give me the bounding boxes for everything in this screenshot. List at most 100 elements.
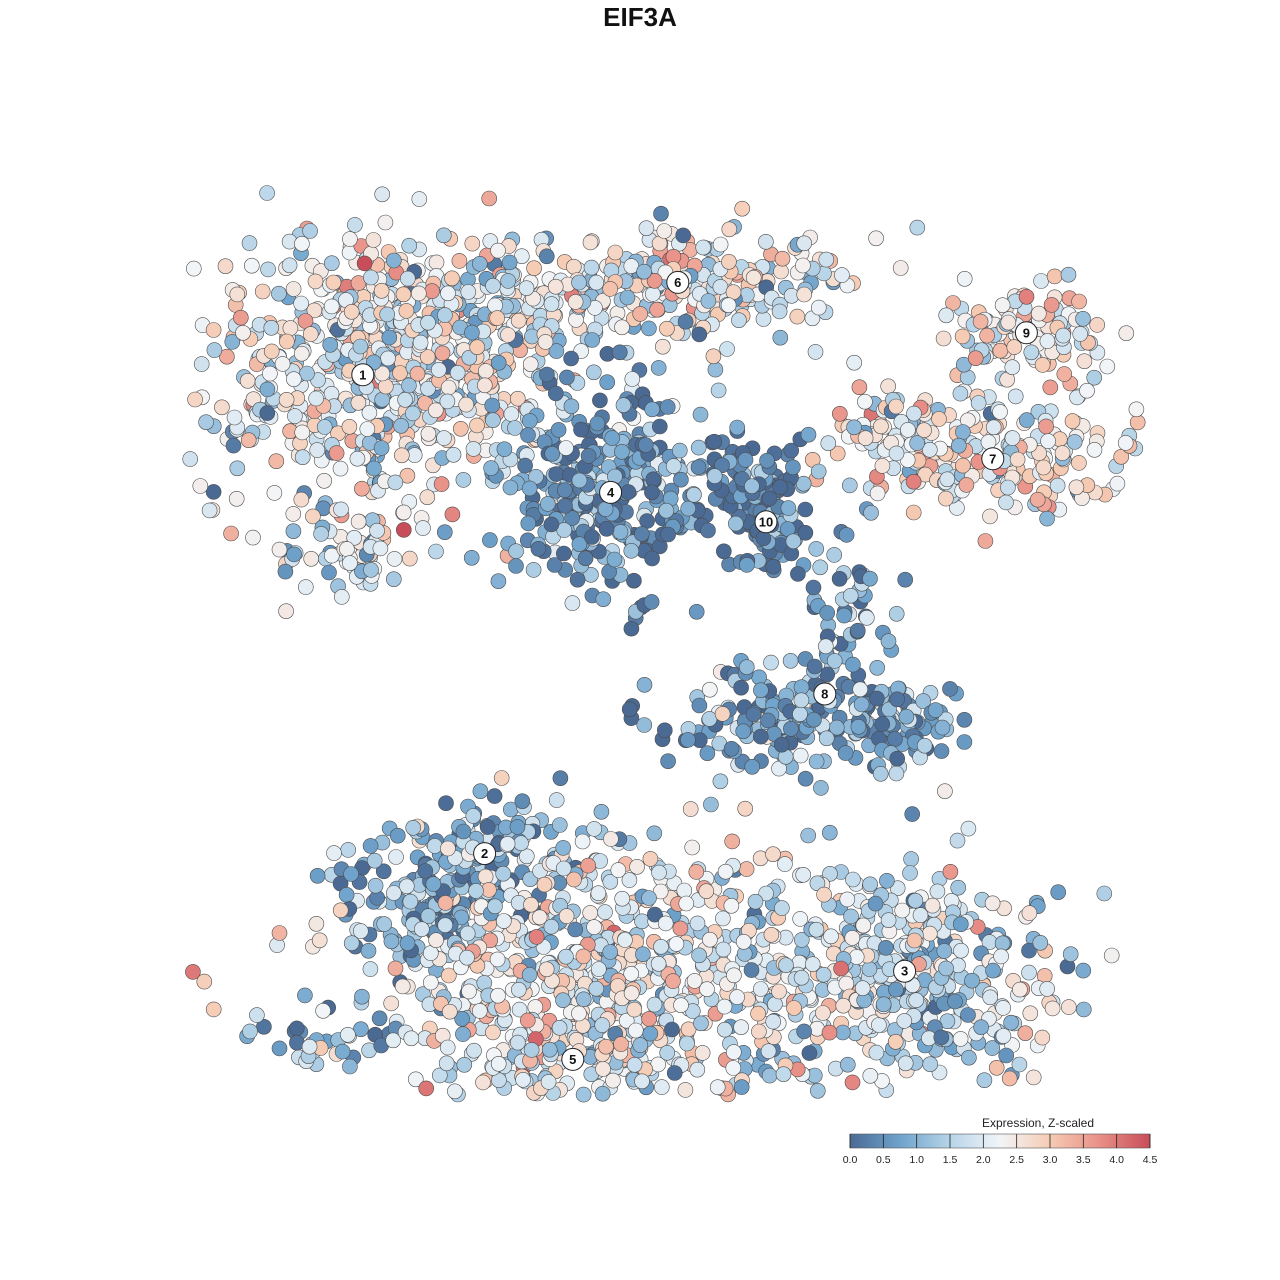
cell-point — [575, 1086, 592, 1103]
cell-point — [434, 345, 451, 362]
cell-point — [1072, 326, 1088, 342]
cell-point — [888, 398, 904, 415]
cell-point — [254, 283, 271, 300]
cell-point — [796, 235, 813, 252]
cell-point — [559, 369, 575, 386]
cell-point — [810, 299, 827, 316]
cluster-label: 2 — [481, 846, 488, 861]
cell-point — [654, 338, 671, 355]
cell-point — [738, 659, 755, 676]
cell-point — [887, 1034, 904, 1050]
cell-point — [469, 417, 485, 434]
colorbar-tick-label: 3.0 — [1043, 1154, 1058, 1166]
cell-point — [483, 460, 499, 476]
cell-point — [440, 285, 456, 302]
cell-point — [233, 309, 249, 326]
cell-point — [196, 973, 213, 990]
cell-point — [939, 1013, 956, 1030]
cell-point — [797, 770, 814, 787]
cell-point — [569, 571, 586, 588]
cell-point — [785, 533, 802, 550]
cell-point — [955, 457, 971, 474]
cell-point — [477, 868, 494, 885]
cell-point — [495, 913, 512, 929]
cell-point — [632, 306, 649, 322]
cell-point — [500, 273, 516, 289]
cell-point — [201, 502, 218, 519]
cell-point — [880, 378, 897, 395]
cell-point — [415, 520, 431, 536]
cell-point — [1071, 455, 1087, 471]
cluster-label: 3 — [901, 964, 908, 979]
cell-point — [383, 995, 400, 1012]
cell-point — [680, 732, 696, 748]
cell-point — [790, 566, 806, 582]
cell-point — [836, 607, 852, 624]
cell-point — [585, 364, 602, 381]
cell-point — [723, 897, 740, 914]
cell-point — [634, 1073, 650, 1090]
cell-point — [691, 947, 707, 964]
cell-point — [546, 557, 563, 573]
cell-point — [543, 516, 560, 533]
cluster-labels: 1 2 3 4 5 6 7 8 9 10 — [351, 270, 1038, 1071]
cell-point — [1099, 358, 1116, 375]
cell-point — [867, 895, 884, 912]
cell-point — [225, 437, 242, 454]
cell-point — [205, 1001, 222, 1018]
cell-point — [420, 314, 436, 331]
cell-point — [510, 312, 527, 329]
cell-point — [808, 541, 825, 557]
cell-point — [857, 430, 874, 447]
cell-point — [555, 992, 571, 1009]
cell-point — [763, 654, 779, 671]
cell-point — [1044, 1000, 1061, 1017]
cell-point — [689, 1061, 706, 1078]
cell-point — [294, 449, 311, 466]
cell-point — [979, 327, 995, 344]
cell-point — [958, 477, 975, 493]
cell-point — [715, 941, 732, 958]
cell-point — [950, 879, 967, 896]
cell-point — [485, 412, 501, 429]
cell-point — [1022, 1005, 1039, 1022]
cell-point — [347, 217, 363, 233]
cell-point — [777, 856, 793, 872]
cell-point — [366, 852, 383, 869]
cell-point — [428, 543, 444, 560]
cell-point — [586, 919, 602, 935]
cell-point — [449, 364, 466, 381]
cell-point — [785, 459, 801, 476]
cell-point — [499, 836, 516, 852]
cell-point — [835, 997, 852, 1014]
cell-point — [306, 302, 323, 319]
cell-point — [1021, 942, 1037, 959]
cell-point — [447, 1083, 463, 1100]
cell-point — [285, 523, 302, 540]
cell-point — [745, 269, 762, 286]
cell-point — [321, 564, 337, 581]
cell-point — [463, 549, 480, 566]
cell-point — [938, 307, 955, 324]
cell-point — [589, 415, 606, 432]
cell-point — [982, 508, 998, 525]
cell-point — [789, 308, 806, 325]
cell-point — [982, 989, 999, 1006]
cell-point — [459, 949, 475, 966]
cell-point — [354, 988, 370, 1005]
cell-point — [277, 563, 294, 580]
cell-point — [729, 989, 745, 1005]
cell-point — [571, 536, 588, 553]
cell-point — [931, 411, 947, 427]
cell-point — [363, 562, 379, 578]
cell-point — [242, 1023, 258, 1040]
cell-point — [282, 320, 299, 336]
cell-point — [217, 258, 234, 275]
cell-point — [872, 765, 889, 782]
cell-point — [259, 185, 275, 201]
cell-point — [1039, 510, 1055, 527]
cell-point — [515, 1072, 531, 1088]
cell-point — [862, 570, 878, 587]
cell-point — [493, 770, 510, 786]
cell-point — [430, 362, 447, 378]
